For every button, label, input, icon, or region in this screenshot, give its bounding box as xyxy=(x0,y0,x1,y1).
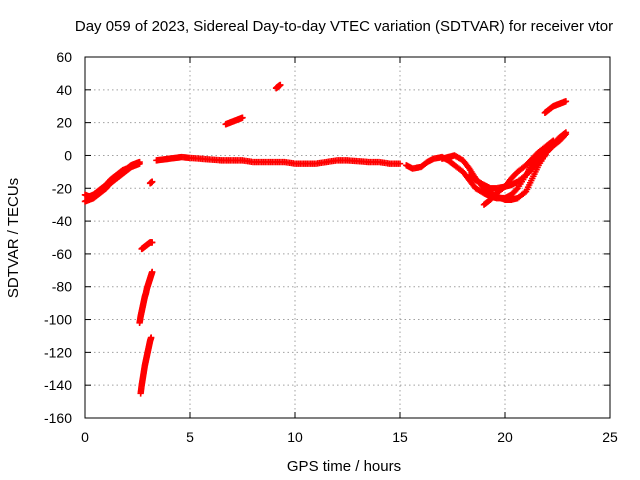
series-arc-pos-2 xyxy=(272,81,284,92)
data-point xyxy=(561,132,569,139)
series-arc-isolated-1 xyxy=(146,178,156,187)
series-arc-neg-1 xyxy=(138,239,156,253)
data-point xyxy=(550,137,557,144)
y-tick-label: -80 xyxy=(52,279,72,295)
data-point xyxy=(149,239,156,246)
data-point xyxy=(562,130,570,138)
data-point xyxy=(149,268,156,276)
y-tick-label: 60 xyxy=(56,49,72,65)
y-axis-label: SDTVAR / TECUs xyxy=(5,178,22,298)
grid-layer xyxy=(85,57,610,418)
x-axis-label: GPS time / hours xyxy=(287,458,401,475)
x-tick-label: 0 xyxy=(81,429,89,445)
ticks-layer: 0 5 10 15 20 25 -160 -140 -120 -100 -80 -60 -40 -20 0 2… xyxy=(44,49,618,445)
series-arc-pos-1 xyxy=(222,114,246,128)
y-tick-label: 40 xyxy=(56,82,72,98)
y-tick-label: -60 xyxy=(52,246,72,262)
series-arc-late-high xyxy=(541,98,570,116)
data-points xyxy=(81,81,570,397)
data-point xyxy=(239,114,246,121)
series-arc-plateau xyxy=(153,153,404,167)
y-tick-label: -120 xyxy=(44,344,72,360)
data-point xyxy=(277,81,284,89)
x-tick-label: 5 xyxy=(186,429,194,445)
series-arc-evening-4 xyxy=(480,137,557,208)
series-arc-main-low xyxy=(81,160,143,205)
series-arc-neg-2 xyxy=(136,268,156,327)
x-tick-label: 15 xyxy=(392,429,408,445)
x-tick-label: 10 xyxy=(287,429,303,445)
data-point xyxy=(549,138,556,145)
y-tick-label: 0 xyxy=(64,147,72,163)
data-point xyxy=(541,152,549,159)
x-tick-label: 25 xyxy=(602,429,618,445)
data-point xyxy=(149,178,156,185)
x-tick-label: 20 xyxy=(497,429,513,445)
y-tick-label: 20 xyxy=(56,115,72,131)
data-point xyxy=(136,160,143,167)
data-point xyxy=(540,153,548,160)
series-arc-neg-3 xyxy=(137,334,155,397)
data-point xyxy=(513,186,520,193)
data-point xyxy=(562,98,570,105)
y-tick-label: -20 xyxy=(52,180,72,196)
chart-title: Day 059 of 2023, Sidereal Day-to-day VTE… xyxy=(75,18,613,35)
y-tick-label: -100 xyxy=(44,312,72,328)
y-tick-label: -160 xyxy=(44,410,72,426)
y-tick-label: -140 xyxy=(44,377,72,393)
y-tick-label: -40 xyxy=(52,213,72,229)
plot-frame xyxy=(84,56,611,419)
data-point xyxy=(147,334,155,341)
data-point xyxy=(396,160,404,167)
